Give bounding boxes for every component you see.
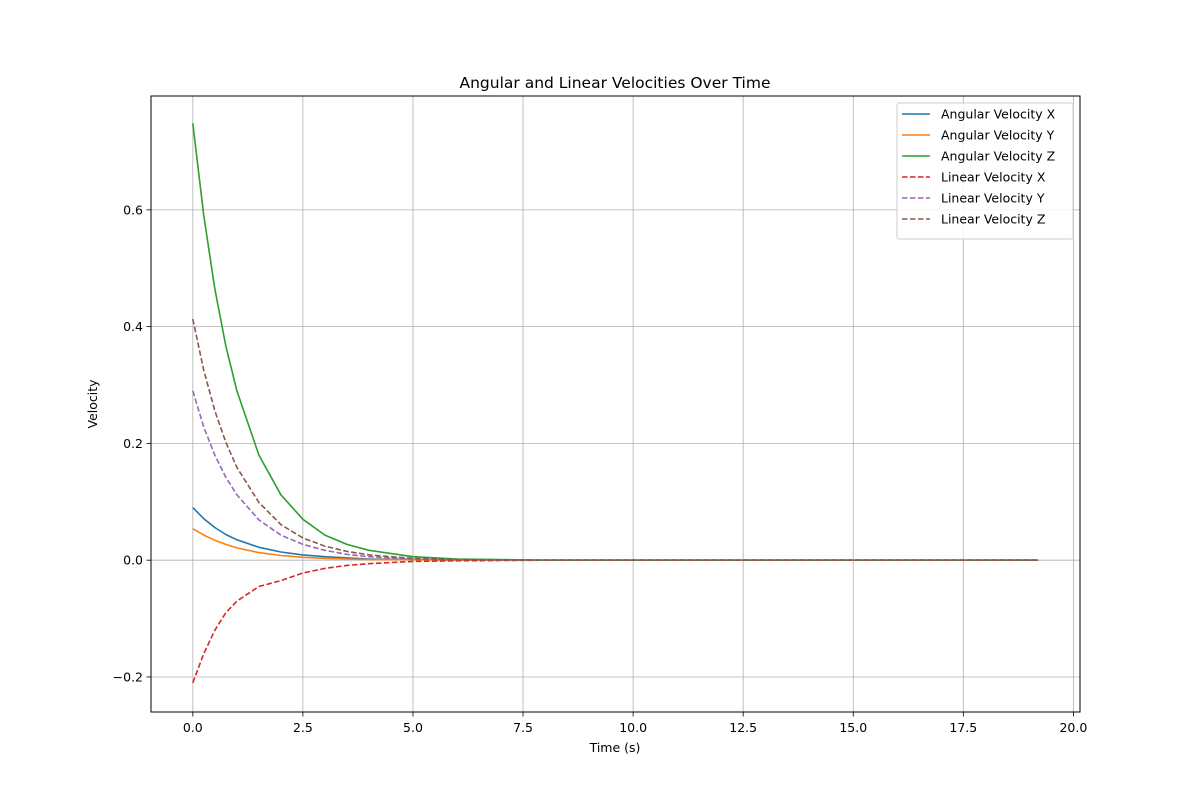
y-tick-label: 0.6: [123, 202, 143, 217]
legend-label: Angular Velocity X: [941, 107, 1056, 122]
y-axis: −0.2 0.0 0.2 0.4 0.6: [113, 202, 151, 684]
legend-label: Linear Velocity X: [941, 170, 1046, 185]
x-axis-label: Time (s): [589, 740, 641, 755]
x-tick-label: 2.5: [293, 720, 313, 735]
x-tick-label: 7.5: [513, 720, 533, 735]
series-line-linear-velocity-x: [192, 559, 1039, 684]
series-layer: [192, 123, 1039, 684]
plot-area-frame: [150, 95, 1081, 713]
x-axis: 0.0 2.5 5.0 7.5 10.0 12.5 15.0 17.5 20.0: [183, 712, 1087, 735]
legend-label: Angular Velocity Y: [941, 128, 1055, 143]
series-line-linear-velocity-y: [192, 390, 1039, 562]
legend-label: Angular Velocity Z: [941, 149, 1055, 164]
x-tick-label: 10.0: [619, 720, 647, 735]
chart-title: Angular and Linear Velocities Over Time: [460, 74, 771, 92]
y-tick-label: 0.4: [123, 319, 143, 334]
series-line-linear-velocity-z: [192, 318, 1039, 562]
x-tick-label: 15.0: [839, 720, 867, 735]
y-tick-label: 0.2: [123, 436, 143, 451]
legend: Angular Velocity X Angular Velocity Y Angu…: [896, 102, 1074, 240]
x-tick-label: 12.5: [729, 720, 757, 735]
y-tick-label: 0.0: [123, 553, 143, 568]
legend-label: Linear Velocity Y: [941, 191, 1045, 206]
x-tick-label: 0.0: [183, 720, 203, 735]
x-tick-label: 20.0: [1059, 720, 1087, 735]
x-tick-label: 17.5: [949, 720, 977, 735]
legend-box: [896, 102, 1074, 240]
y-tick-label: −0.2: [113, 669, 143, 684]
x-tick-label: 5.0: [403, 720, 423, 735]
legend-label: Linear Velocity Z: [941, 212, 1045, 227]
y-axis-label: Velocity: [85, 379, 100, 429]
